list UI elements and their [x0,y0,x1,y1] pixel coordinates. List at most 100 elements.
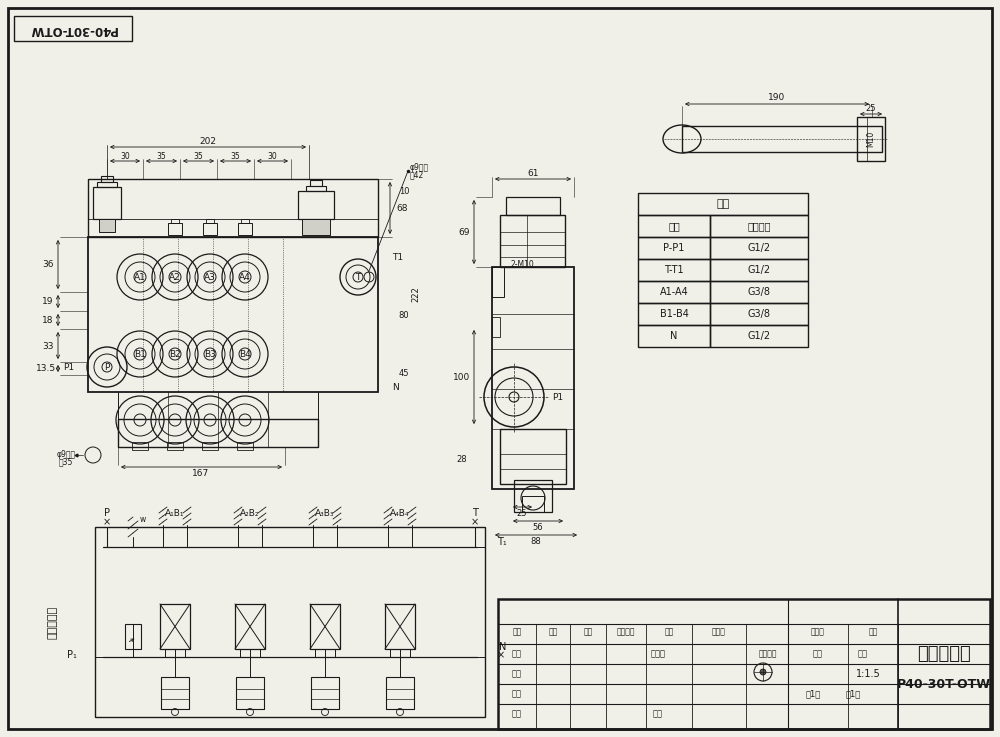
Bar [710,281,808,303]
Text: T₁: T₁ [497,537,507,547]
Bar [101,176,113,182]
Bar [97,182,117,187]
Text: A3: A3 [204,273,216,282]
Text: G1/2: G1/2 [747,265,771,275]
Text: φ9通孔: φ9通孔 [410,162,429,172]
Text: 2-M10: 2-M10 [510,259,534,268]
Text: 校对: 校对 [512,669,522,679]
Bar [498,599,990,729]
Text: B3: B3 [204,349,216,358]
Bar [132,442,148,450]
Text: P: P [104,508,110,518]
Text: 静岐标记: 静岐标记 [759,649,777,658]
Text: A₂B₂: A₂B₂ [240,509,260,517]
Bar [310,180,322,186]
Bar [95,527,485,717]
Text: 35: 35 [194,152,203,161]
Bar [710,237,808,259]
Text: A₄B₄: A₄B₄ [390,509,410,517]
Text: B4: B4 [239,349,251,358]
Text: 重量: 重量 [813,649,823,658]
Bar [638,193,808,215]
Text: G3/8: G3/8 [748,309,770,319]
Bar [310,604,340,649]
Text: 56: 56 [533,523,543,531]
Bar [206,219,214,223]
Text: P40-30T-OTW: P40-30T-OTW [29,23,117,35]
Bar [202,442,218,450]
Text: N: N [670,331,678,341]
Bar [302,219,330,235]
Text: 签名: 签名 [664,627,674,637]
Bar [386,677,414,709]
Text: 25: 25 [866,103,876,113]
Text: 80: 80 [399,311,409,320]
Text: A1-A4: A1-A4 [660,287,688,297]
Bar [125,624,141,649]
Bar [506,197,560,215]
Text: 阀体: 阀体 [716,199,730,209]
Text: ×: × [497,650,505,660]
Text: 共1张: 共1张 [805,690,821,699]
Text: N: N [499,642,506,652]
Text: 18: 18 [42,315,54,324]
Bar [522,496,544,512]
Text: T1: T1 [392,253,403,262]
Bar [682,126,882,152]
Text: 年月日: 年月日 [712,627,726,637]
Bar [168,223,182,235]
Bar [710,259,808,281]
Bar [385,604,415,649]
Text: 审核: 审核 [512,690,522,699]
Bar [238,223,252,235]
Text: 螺纹规格: 螺纹规格 [747,221,771,231]
Text: B1: B1 [134,349,146,358]
Text: A1: A1 [134,273,146,282]
Bar [638,259,710,281]
Bar [710,325,808,347]
Text: B1-B4: B1-B4 [660,309,688,319]
Text: 液压原理图: 液压原理图 [48,605,58,638]
Text: B2: B2 [169,349,181,358]
Bar [241,219,249,223]
Text: A₃B₃: A₃B₃ [315,509,335,517]
Text: 35: 35 [231,152,240,161]
Text: 13.5: 13.5 [36,363,56,372]
Text: 19: 19 [42,296,54,306]
Bar [306,186,326,191]
Bar [500,429,566,484]
Text: 30: 30 [120,152,130,161]
Bar [88,237,378,392]
Text: φ9通孔: φ9通孔 [56,450,76,458]
Text: 标记: 标记 [512,627,522,637]
Text: P-P1: P-P1 [663,243,685,253]
Text: 30: 30 [268,152,277,161]
Text: A₁B₁: A₁B₁ [165,509,185,517]
Bar [638,215,710,237]
Text: 高35: 高35 [59,458,73,467]
Text: P: P [104,363,110,371]
Text: 69: 69 [458,228,470,237]
Text: 标准化: 标准化 [650,649,666,658]
Text: G1/2: G1/2 [747,243,771,253]
Text: 202: 202 [200,136,216,145]
Text: 28: 28 [457,455,467,464]
Bar [638,303,710,325]
Bar [298,191,334,219]
Text: P₁: P₁ [67,650,77,660]
Bar [638,237,710,259]
Text: 100: 100 [453,372,471,382]
Text: 类型: 类型 [868,627,878,637]
Text: P1: P1 [552,393,563,402]
Text: A4: A4 [239,273,251,282]
Text: w: w [140,514,146,523]
Text: N: N [392,383,399,391]
Text: 10: 10 [399,187,409,196]
Bar [514,480,552,512]
Text: 167: 167 [192,469,210,478]
Bar [492,267,574,489]
Text: ×: × [471,517,479,527]
Bar [710,303,808,325]
Bar [492,267,504,297]
Bar [161,677,189,709]
